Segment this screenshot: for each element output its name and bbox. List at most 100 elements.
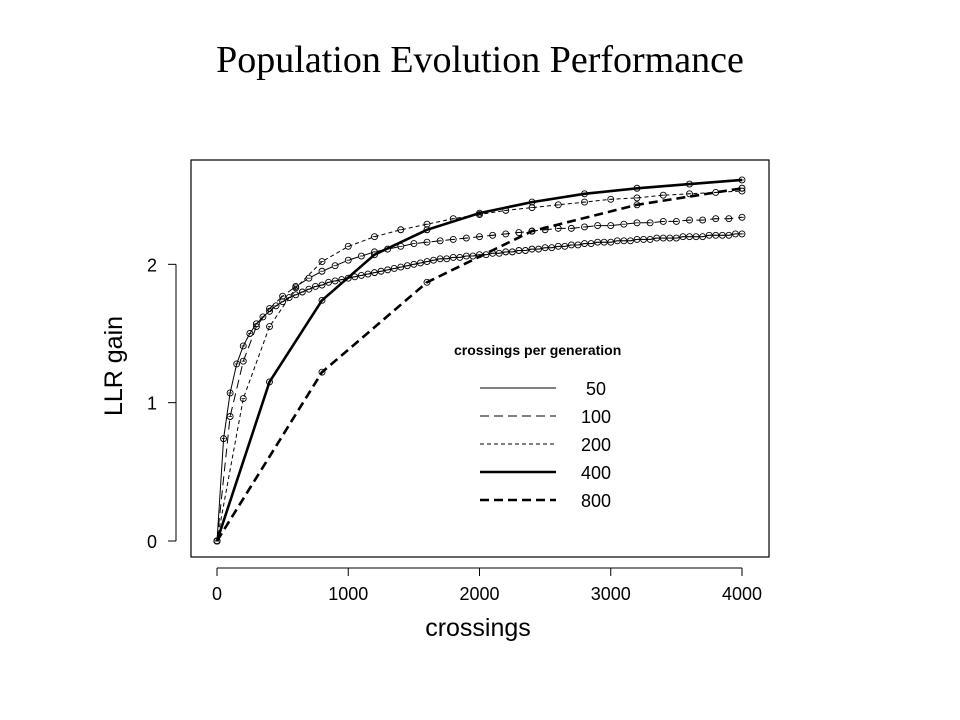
data-point-50-46	[515, 247, 523, 254]
series-400	[213, 176, 746, 545]
x-axis-label: crossings	[425, 614, 531, 642]
data-point-50-28	[397, 263, 405, 271]
data-point-100-34	[659, 217, 667, 225]
series-50	[213, 230, 746, 545]
data-point-50-22	[357, 271, 365, 279]
series-group	[213, 176, 746, 545]
data-point-200-2	[266, 323, 273, 331]
data-point-50-16	[318, 281, 326, 289]
data-point-100-30	[607, 222, 615, 230]
data-point-50-39	[469, 252, 477, 260]
data-point-50-62	[620, 237, 628, 245]
data-point-100-32	[633, 219, 641, 227]
data-point-100-17	[436, 237, 444, 245]
data-point-50-75	[705, 231, 713, 239]
data-point-100-8	[318, 267, 326, 275]
data-point-50-21	[351, 273, 359, 281]
legend-label-800: 800	[581, 491, 611, 511]
data-point-100-3	[252, 323, 260, 331]
data-point-50-68	[659, 234, 667, 242]
data-point-50-65	[640, 235, 648, 243]
data-point-50-5	[246, 330, 254, 337]
data-point-200-15	[607, 195, 615, 203]
data-point-200-14	[581, 198, 588, 206]
data-point-50-53	[561, 242, 569, 250]
data-point-50-51	[548, 244, 556, 252]
data-point-50-56	[581, 240, 588, 248]
data-point-100-28	[581, 223, 588, 231]
x-tick-label-1000: 1000	[328, 584, 368, 604]
data-point-800-5	[738, 184, 746, 192]
data-point-200-7	[397, 226, 405, 234]
legend-label-100: 100	[581, 407, 611, 427]
data-point-200-13	[554, 201, 562, 209]
data-point-50-63	[626, 237, 634, 245]
data-point-200-5	[344, 242, 352, 250]
data-point-50-36	[449, 253, 457, 261]
data-point-400-10	[738, 176, 746, 184]
data-point-50-49	[535, 245, 543, 253]
data-point-50-55	[574, 241, 582, 249]
data-point-50-71	[679, 233, 687, 241]
data-point-50-52	[554, 242, 562, 250]
series-100	[213, 213, 746, 545]
data-point-50-66	[646, 235, 654, 243]
data-point-50-76	[712, 231, 720, 239]
data-point-50-25	[377, 267, 385, 275]
legend-label-200: 200	[581, 435, 611, 455]
series-line-200	[216, 190, 743, 542]
data-point-100-39	[725, 215, 733, 223]
data-point-50-32	[423, 258, 431, 266]
data-point-100-27	[567, 224, 575, 232]
data-point-100-37	[699, 216, 707, 224]
data-point-800-1	[318, 368, 326, 376]
data-point-50-61	[613, 237, 621, 245]
data-point-50-27	[390, 265, 398, 272]
data-point-50-35	[443, 255, 451, 263]
data-point-50-29	[403, 262, 411, 270]
data-point-100-9	[331, 262, 339, 270]
data-point-50-58	[594, 238, 602, 246]
data-point-400-6	[528, 198, 536, 206]
data-point-50-24	[371, 269, 378, 277]
data-point-50-69	[666, 234, 674, 242]
data-point-50-10	[279, 298, 287, 306]
data-point-50-57	[587, 240, 595, 248]
data-point-50-13	[298, 288, 306, 296]
data-point-100-1	[226, 413, 234, 420]
data-point-50-78	[725, 231, 733, 239]
data-point-50-44	[502, 248, 510, 256]
data-point-50-2	[226, 389, 234, 397]
data-point-100-16	[423, 238, 431, 246]
data-point-400-3	[371, 251, 378, 259]
data-point-50-64	[633, 235, 641, 243]
data-point-400-7	[581, 190, 588, 198]
y-tick-label-1: 1	[147, 394, 157, 414]
data-point-50-31	[416, 259, 424, 267]
data-point-50-34	[436, 255, 444, 263]
axes: 0 1000 2000 3000 4000 0 1 2	[147, 255, 762, 604]
data-point-200-3	[292, 284, 300, 292]
data-point-50-48	[528, 245, 536, 253]
data-point-200-6	[371, 233, 378, 241]
data-point-50-17	[325, 278, 333, 286]
data-point-50-26	[384, 266, 392, 274]
page-title: Population Evolution Performance	[216, 39, 744, 81]
data-point-800-3	[528, 227, 536, 235]
data-point-800-0	[213, 537, 221, 545]
data-point-800-2	[423, 278, 431, 286]
data-point-50-18	[331, 277, 339, 285]
data-point-50-73	[692, 233, 700, 241]
data-point-800-4	[633, 201, 641, 209]
data-point-50-14	[305, 285, 313, 293]
data-point-100-38	[712, 215, 720, 223]
series-200	[213, 187, 746, 545]
data-point-100-20	[476, 233, 483, 241]
data-point-50-60	[607, 238, 615, 246]
data-point-100-2	[239, 357, 247, 365]
data-point-50-7	[259, 313, 267, 321]
data-point-100-29	[594, 222, 602, 230]
data-point-100-4	[266, 305, 273, 313]
legend: crossings per generation 50 100 200 400 800	[454, 342, 621, 511]
